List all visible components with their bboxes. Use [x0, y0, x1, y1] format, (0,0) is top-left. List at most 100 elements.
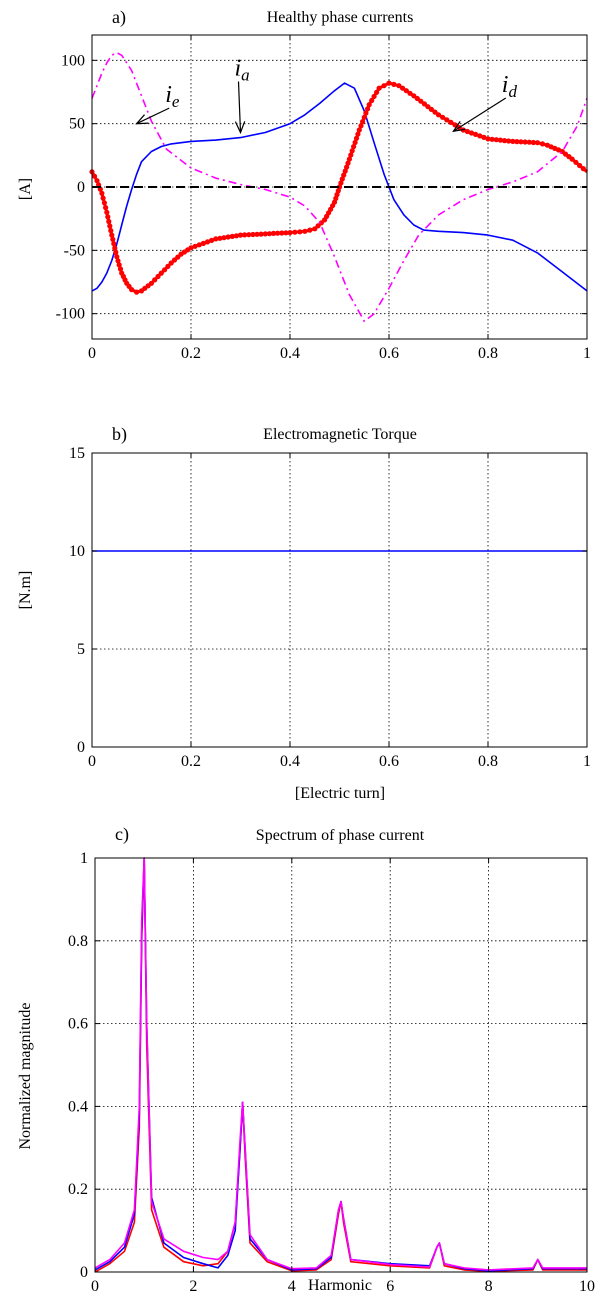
panel-a-series-id-marker [522, 139, 528, 145]
annotation-subscript: e [172, 92, 180, 111]
panel-a-series-id-marker [196, 242, 202, 248]
panel-c-xtick-label: 6 [386, 1278, 394, 1295]
panel-a-ticks: 0 0.2 0.4 0.6 0.8 1 -100 -50 0 50 100 [56, 35, 591, 362]
panel-a-series-id-marker [165, 263, 171, 269]
panel-a-series-id-marker [360, 119, 366, 125]
panel-c-ytick-label: 0.8 [68, 933, 88, 950]
panel-a-series-id-marker [473, 131, 479, 137]
panel-a-series-id-marker [318, 220, 324, 226]
panel-a-series-id-marker [162, 267, 168, 273]
panel-a-series-id-marker [155, 273, 161, 280]
panel-a-series-id-marker [573, 159, 579, 165]
panel-a-series-id-marker [111, 241, 117, 247]
panel-a-series-id-marker [407, 90, 413, 96]
panel-a-series-id-marker [506, 138, 512, 144]
annotation-arrowhead-d [452, 121, 466, 133]
panel-a-series-id-marker [188, 245, 194, 251]
panel-a-title: Healthy phase currents [267, 9, 414, 26]
panel-a-series-id-marker [307, 227, 313, 233]
panel-a-series-id-marker [371, 93, 377, 99]
panel-a-label: a) [112, 7, 126, 28]
panel-a-series-id-marker [209, 237, 215, 243]
panel-a-series-id-marker [283, 230, 289, 236]
panel-b-chart: b) Electromagnetic Torque [N.m] [Electri… [17, 424, 591, 802]
panel-c-plot-frame [94, 857, 588, 1273]
panel-a-series-id-marker [91, 173, 98, 179]
panel-a-ytick-label: -50 [64, 242, 85, 259]
panel-a-series-id-marker [217, 235, 223, 241]
panel-a-series-id-marker [134, 289, 140, 295]
panel-c-series-spectrum-red [94, 857, 587, 1273]
panel-a-series-id-marker [421, 101, 427, 107]
panel-a-series-id-marker [580, 166, 586, 172]
panel-a-series-id-marker [481, 134, 487, 140]
panel-a-ytick-label: 50 [69, 116, 85, 133]
panel-a-series-id-marker [341, 172, 347, 178]
panel-a-series-id-marker [411, 93, 417, 99]
panel-b-xtick-label: 1 [583, 753, 591, 770]
panel-a-series-id-marker [250, 231, 256, 238]
panel-a-series-id-marker [312, 226, 318, 232]
panel-a-series-id-marker [107, 223, 113, 229]
panel-b-xtick-label: 0.6 [379, 753, 399, 770]
panel-a-series-id-marker [428, 106, 434, 112]
panel-b-xtick-label: 0.8 [478, 753, 498, 770]
annotation-arrow-a [237, 81, 242, 133]
panel-a-series-id-marker [112, 245, 118, 251]
panel-a-series-id-marker [493, 137, 499, 143]
panel-a-series-id-marker [485, 136, 491, 142]
panel-b-xtick-label: 0.4 [280, 753, 300, 770]
panel-a-series-id-marker [237, 232, 244, 238]
panel-a-series-id-marker [106, 218, 112, 225]
panel-a-series-id-marker [518, 139, 524, 145]
panel-a-series-id-marker [94, 178, 100, 184]
panel-a-series-id-marker [108, 228, 114, 234]
panel-a-series-id-marker [344, 164, 350, 170]
annotation-label-ia: ia [235, 56, 250, 85]
panel-a-series-id-marker [104, 209, 110, 215]
panel-c-title: Spectrum of phase current [256, 827, 425, 844]
panel-a-series-id-marker [175, 254, 181, 260]
panel-b-plot-frame [91, 452, 588, 748]
panel-a-series-id-marker [464, 128, 470, 135]
panel-b-label: b) [112, 424, 127, 445]
annotation-subscript: d [508, 82, 517, 101]
panel-a-ylabel: [A] [17, 178, 34, 200]
panel-a-series-id-marker [526, 139, 532, 145]
panel-a-series-id-marker [168, 260, 174, 266]
panel-c-ytick-label: 0 [80, 1264, 88, 1281]
panel-a-series-id-marker [342, 168, 348, 174]
panel-a-series-id-marker [129, 287, 135, 293]
panel-a-series-id-marker [534, 140, 541, 146]
panel-a-series-id-marker [148, 280, 154, 286]
panel-a-series-id-marker [376, 85, 382, 91]
panel-a-series-id-marker [514, 139, 520, 145]
panel-a-series-id-marker [292, 229, 298, 235]
panel-a-series-id-marker [444, 117, 450, 123]
panel-a-series-id-marker [246, 232, 252, 238]
panel-b-xtick-label: 0.2 [181, 753, 201, 770]
panel-a-series-id-marker [351, 144, 357, 150]
panel-c-xtick-label: 0 [91, 1278, 99, 1295]
panel-a-series-id-marker [100, 195, 106, 201]
panel-a-series-id-marker [569, 156, 575, 162]
panel-a-series-id-marker [577, 162, 583, 169]
annotation-arrowhead-a [234, 121, 246, 135]
panel-a-series-id-marker [386, 80, 392, 86]
panel-a-xtick-label: 0.2 [181, 345, 201, 362]
panel-a-series-id-marker [414, 95, 420, 102]
panel-a-series-ia [91, 82, 588, 292]
panel-a-series-id-marker [266, 231, 272, 237]
panel-a-ytick-label: 0 [77, 179, 85, 196]
panel-a-series-id-marker [229, 233, 235, 239]
panel-a-series-id-marker [103, 205, 109, 211]
panel-a-ytick-label: 100 [61, 52, 85, 69]
panel-c-xlabel: Harmonic [308, 1277, 372, 1294]
panel-a-ytick-label: -100 [56, 306, 85, 323]
panel-a-series-id-marker [346, 156, 352, 162]
panel-a-series-id-marker [366, 102, 372, 108]
panel-c-xtick-label: 4 [288, 1278, 296, 1295]
panel-a-xtick-label: 1 [583, 345, 591, 362]
